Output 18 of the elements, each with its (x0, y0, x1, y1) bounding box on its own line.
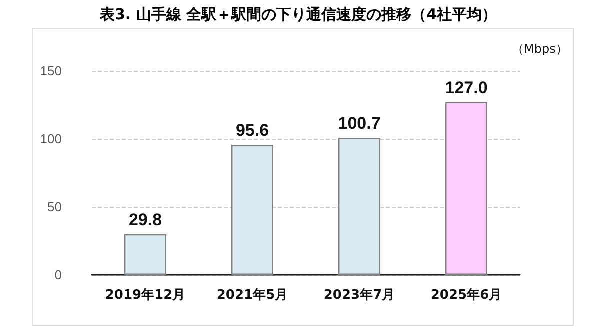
bar (124, 234, 166, 275)
data-label: 100.7 (338, 114, 381, 134)
data-label: 127.0 (445, 78, 488, 98)
y-tick-label: 150 (40, 64, 62, 78)
bar (446, 102, 488, 275)
x-tick-label: 2023年7月 (324, 288, 396, 303)
y-tick-label: 0 (54, 268, 62, 282)
chart-title: 表3. 山手線 全駅＋駅間の下り通信速度の推移（4社平均） (99, 6, 498, 24)
bar (232, 144, 274, 275)
y-axis-title: （Mbps） (512, 42, 568, 56)
bar (338, 138, 380, 275)
y-tick-label: 100 (40, 132, 62, 146)
y-tick-label: 50 (48, 200, 62, 214)
x-tick-label: 2021年5月 (216, 288, 288, 303)
x-tick-label: 2019年12月 (105, 288, 186, 303)
data-label: 29.8 (128, 210, 162, 230)
x-tick-label: 2025年6月 (430, 288, 502, 303)
data-label: 95.6 (236, 120, 270, 140)
